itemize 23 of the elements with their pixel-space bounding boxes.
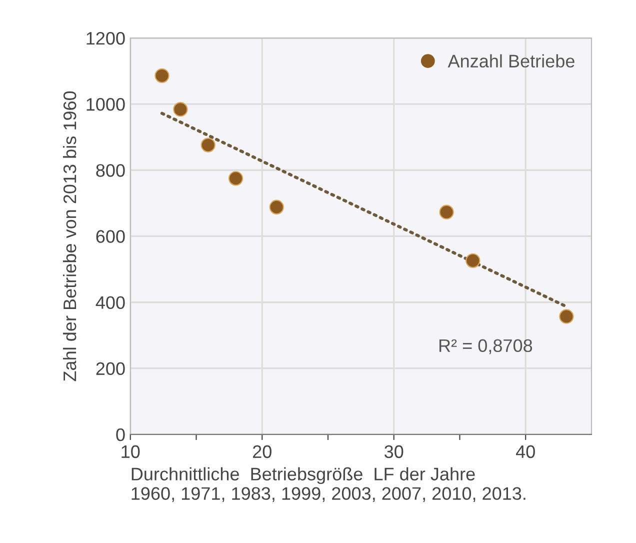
- y-tick-label: 800: [96, 164, 125, 177]
- x-tick-label: 20: [252, 445, 272, 458]
- x-tick-label: 10: [122, 445, 140, 458]
- y-axis-title: Zahl der Betriebe von 2013 bis 1960: [62, 91, 76, 382]
- point: [439, 204, 454, 220]
- y-tick-label: 200: [96, 362, 125, 376]
- y-tick-label: 0: [116, 428, 125, 442]
- point: [559, 309, 574, 324]
- x-axis-title: Durchnittliche Betriebsgröße LF der Jahre 1960, 1971, 1983, 1999, 2003, 2007, 2010, 2013.: [132, 467, 526, 502]
- point: [466, 253, 480, 268]
- point: [200, 138, 216, 152]
- y-tick-label: 600: [96, 230, 125, 243]
- point: [269, 200, 284, 214]
- legend-label: Anzahl Betriebe: [448, 54, 574, 68]
- point: [173, 102, 188, 117]
- y-tick-label: 1000: [86, 98, 125, 111]
- x-tick-label: 30: [384, 445, 404, 458]
- point: [228, 171, 244, 186]
- y-tick-label: 400: [96, 296, 125, 309]
- point: [154, 68, 170, 83]
- x-tick-label: 40: [516, 445, 535, 458]
- y-tick-label: 1200: [86, 32, 125, 45]
- annotation: R² = 0,8708: [439, 339, 532, 354]
